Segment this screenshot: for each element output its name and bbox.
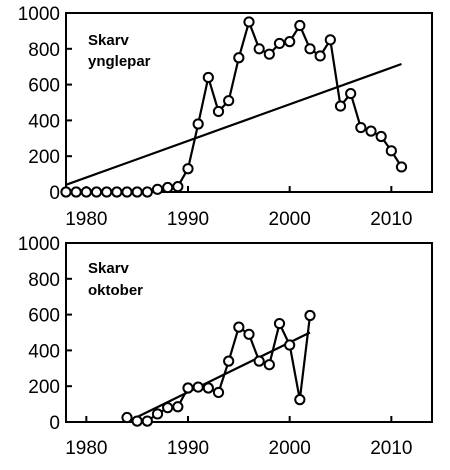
data-point xyxy=(233,52,245,64)
data-point xyxy=(121,411,133,424)
data-point xyxy=(101,186,113,198)
y-tick-label: 600 xyxy=(28,76,60,97)
data-point xyxy=(334,100,347,112)
x-tick-label: 2000 xyxy=(269,209,311,230)
data-point xyxy=(202,382,214,394)
y-tick-label: 600 xyxy=(28,306,60,327)
data-point xyxy=(70,186,82,198)
y-tick-label: 0 xyxy=(49,183,60,204)
x-tick-label: 1980 xyxy=(65,438,107,459)
trend-line xyxy=(65,62,402,186)
data-point xyxy=(202,71,214,84)
data-point xyxy=(253,355,265,367)
data-point xyxy=(90,186,103,198)
data-point xyxy=(212,386,225,399)
chart-panel-ynglepar: 0 200 400 600 800 1000 1980 1990 2000 2010 Skarv yn… xyxy=(18,4,433,230)
data-point xyxy=(355,121,367,134)
data-point xyxy=(253,43,265,55)
panel-annotation: Skarv xyxy=(88,32,130,49)
data-point xyxy=(223,355,235,367)
data-point xyxy=(192,381,204,393)
data-point xyxy=(284,339,296,351)
y-tick-label: 1000 xyxy=(18,234,60,255)
data-point xyxy=(141,415,153,427)
panel-annotation: oktober xyxy=(88,282,143,299)
data-point xyxy=(172,181,184,193)
data-point xyxy=(314,50,326,62)
data-point xyxy=(121,186,133,198)
data-point xyxy=(294,19,306,32)
data-point xyxy=(60,186,72,198)
data-point xyxy=(172,401,184,413)
plot-frame xyxy=(65,12,433,193)
x-tick-label: 2010 xyxy=(370,209,412,230)
data-point xyxy=(182,163,194,175)
data-point xyxy=(365,125,377,137)
trend-line xyxy=(126,331,311,423)
data-point xyxy=(212,105,225,118)
x-tick-label: 1980 xyxy=(65,209,107,230)
data-point xyxy=(182,382,194,394)
data-point xyxy=(223,95,235,107)
x-tick-label: 1990 xyxy=(167,209,209,230)
data-point xyxy=(273,37,286,50)
data-point xyxy=(375,130,387,143)
x-tick-label: 2010 xyxy=(370,438,412,459)
data-point xyxy=(162,181,174,194)
x-tick-label: 1990 xyxy=(167,438,209,459)
data-point xyxy=(111,186,123,198)
data-point xyxy=(151,408,164,420)
data-point xyxy=(304,309,316,322)
data-point xyxy=(233,321,245,333)
data-point xyxy=(294,394,306,406)
y-tick-label: 1000 xyxy=(18,4,60,25)
y-tick-label: 800 xyxy=(28,40,60,61)
data-point xyxy=(263,359,275,371)
series-line xyxy=(126,315,312,423)
data-point xyxy=(80,186,92,198)
y-tick-label: 800 xyxy=(28,270,60,291)
data-point xyxy=(324,34,336,46)
y-tick-label: 400 xyxy=(28,111,60,132)
chart-panel-oktober: 0 200 400 600 800 1000 1980 1990 2000 2010 Skarv ok… xyxy=(18,234,433,459)
data-point xyxy=(131,186,143,198)
data-point xyxy=(141,186,153,198)
panel-annotation: ynglepar xyxy=(88,53,151,70)
plot-frame xyxy=(65,242,433,423)
data-point xyxy=(151,183,164,195)
data-point xyxy=(243,328,255,340)
data-point xyxy=(304,43,316,55)
data-point xyxy=(263,48,275,60)
data-point xyxy=(395,161,408,173)
y-tick-label: 0 xyxy=(49,413,60,434)
data-point xyxy=(284,36,296,48)
y-tick-label: 200 xyxy=(28,147,60,168)
data-point xyxy=(192,118,204,130)
x-tick-label: 2000 xyxy=(269,438,311,459)
panel-annotation: Skarv xyxy=(88,260,130,277)
y-tick-label: 200 xyxy=(28,377,60,398)
y-tick-label: 400 xyxy=(28,341,60,362)
data-point xyxy=(385,145,397,157)
data-point xyxy=(162,402,174,414)
data-point xyxy=(273,317,286,330)
data-point xyxy=(243,16,255,28)
data-point xyxy=(345,87,357,100)
data-point xyxy=(131,415,143,427)
